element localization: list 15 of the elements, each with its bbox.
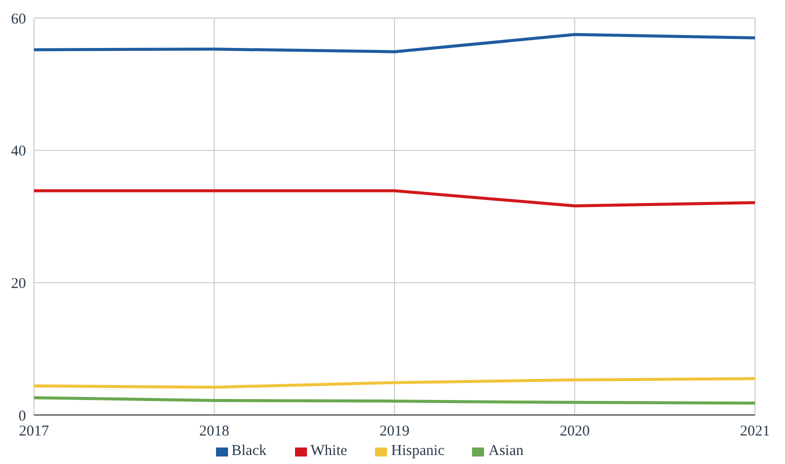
y-tick-label: 40 (11, 144, 26, 160)
legend-label: Hispanic (391, 443, 444, 459)
x-tick-label: 2017 (19, 424, 50, 440)
line-series (34, 33, 755, 54)
x-tick-label: 2018 (199, 424, 230, 440)
legend-label: Black (232, 443, 266, 459)
x-tick-label: 2020 (560, 424, 590, 440)
legend-label: Asian (488, 443, 524, 459)
y-tick-label: 60 (11, 11, 26, 28)
x-tick-label: 2019 (380, 424, 410, 440)
y-tick-label: 20 (11, 276, 26, 292)
legend-label: White (310, 443, 348, 459)
line-series (34, 377, 755, 389)
x-tick-label: 2021 (740, 424, 770, 440)
y-tick-label: 0 (18, 408, 26, 424)
